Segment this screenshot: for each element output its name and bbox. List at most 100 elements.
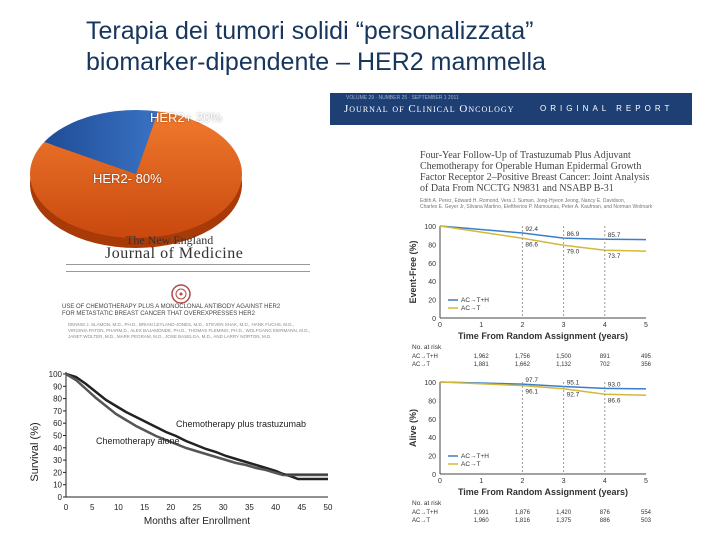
jco-chart1-risk-value: 1,662 bbox=[515, 362, 531, 368]
nejm-survival-chart: Survival (%) 0 10 20 30 40 50 60 70 80 90 100 0 5 10… bbox=[29, 370, 333, 527]
jco-chart2-risk-value: 1,876 bbox=[515, 510, 531, 516]
jco-chart2-series-ac-t bbox=[439, 381, 647, 396]
jco-article-title-line4: of Data From NCCTG N9831 and NSABP B-31 bbox=[420, 183, 614, 194]
nejm-xtick-label: 10 bbox=[114, 503, 123, 512]
jco-chart2-legend-label: AC→T+H bbox=[461, 453, 489, 460]
jco-chart2-annotation-lower: 92.7 bbox=[567, 392, 580, 399]
nejm-xtick-label: 25 bbox=[193, 503, 202, 512]
nejm-ytick-label: 40 bbox=[53, 444, 62, 453]
jco-chart2-annotation-upper: 93.0 bbox=[608, 381, 621, 388]
nejm-article-title-line1: USE OF CHEMOTHERAPY PLUS A MONOCLONAL AN… bbox=[62, 304, 281, 310]
her2-pie-chart bbox=[29, 110, 242, 248]
nejm-xtick-label: 40 bbox=[271, 503, 280, 512]
jco-chart1-risk-value: 1,962 bbox=[474, 354, 490, 360]
jco-journal-name: Journal of Clinical Oncology bbox=[344, 103, 515, 115]
nejm-article-title: USE OF CHEMOTHERAPY PLUS A MONOCLONAL AN… bbox=[62, 304, 312, 318]
jco-chart1-ytick-label: 0 bbox=[432, 316, 436, 323]
jco-chart2-annotation-lower: 86.6 bbox=[608, 397, 621, 404]
nejm-xtick-label: 35 bbox=[245, 503, 254, 512]
jco-chart1-annotation-lower: 86.6 bbox=[525, 241, 538, 248]
jco-chart1-legend-label: AC→T+H bbox=[461, 297, 489, 304]
nejm-xtick-label: 20 bbox=[166, 503, 175, 512]
nejm-ytick-label: 50 bbox=[53, 432, 62, 441]
nejm-xtick-label: 30 bbox=[219, 503, 228, 512]
jco-chart2-xtick-label: 0 bbox=[438, 478, 442, 485]
nejm-xtick-label: 45 bbox=[297, 503, 306, 512]
pie-label-her2-positive: HER2+ 20% bbox=[150, 110, 222, 125]
jco-chart1-xtick-label: 2 bbox=[520, 322, 524, 329]
nejm-seal-icon bbox=[171, 284, 191, 304]
nejm-xtick-label: 50 bbox=[324, 503, 333, 512]
nejm-xtick-label: 5 bbox=[90, 503, 95, 512]
jco-chart1-series-ac-t bbox=[439, 225, 647, 252]
jco-article-title-line1: Four-Year Follow-Up of Trastuzumab Plus … bbox=[420, 150, 631, 161]
jco-chart1-xlabel: Time From Random Assignment (years) bbox=[458, 331, 628, 341]
slide-title-line2: biomarker-dipendente – HER2 mammella bbox=[86, 48, 546, 76]
jco-chart2-risk-value: 1,960 bbox=[474, 518, 490, 524]
nejm-chart-xlabel: Months after Enrollment bbox=[144, 516, 250, 527]
jco-chart2-ytick-label: 20 bbox=[428, 454, 436, 461]
jco-masthead-band bbox=[330, 93, 692, 125]
nejm-ytick-label: 10 bbox=[53, 481, 62, 490]
pie-slice-her2-negative bbox=[29, 111, 242, 239]
pie-slice-her2-positive bbox=[44, 110, 159, 174]
jco-chart1-risk-value: 1,756 bbox=[515, 354, 531, 360]
jco-event-free-chart: Event-Free (%) 0 20 40 60 80 100 0 1 2 3 4 5 Time Fro… bbox=[408, 224, 652, 368]
jco-chart1-risk-value: 356 bbox=[641, 362, 652, 368]
jco-authors-line2: Charles E. Geyer Jr, Silvana Martino, El… bbox=[420, 204, 653, 210]
jco-chart2-annotation-upper: 97.7 bbox=[525, 377, 538, 384]
jco-article-title-line3: Factor Receptor 2–Positive Breast Cancer… bbox=[420, 172, 650, 183]
jco-chart1-ytick-label: 100 bbox=[424, 224, 436, 231]
jco-chart1-risk-value: 495 bbox=[641, 354, 652, 360]
nejm-authors-line1: DENNIS J. SLAMON, M.D., PH.D., BRIAN LEY… bbox=[68, 322, 295, 327]
jco-chart1-annotation-upper: 92.4 bbox=[525, 226, 538, 233]
jco-chart2-risk-value: 1,991 bbox=[474, 510, 490, 516]
pie-label-her2-negative: HER2- 80% bbox=[93, 171, 162, 186]
nejm-article-title-line2: FOR METASTATIC BREAST CANCER THAT OVEREX… bbox=[62, 311, 255, 317]
jco-chart1-annotation-upper: 85.7 bbox=[608, 232, 621, 239]
nejm-name-line2: Journal of Medicine bbox=[105, 245, 244, 262]
jco-chart2-ytick-label: 40 bbox=[428, 435, 436, 442]
jco-chart2-xtick-label: 1 bbox=[479, 478, 483, 485]
jco-chart2-risk-row-label: AC→T+H bbox=[412, 510, 438, 516]
jco-chart1-ytick-label: 80 bbox=[428, 242, 436, 249]
jco-chart1-annotation-lower: 73.7 bbox=[608, 253, 621, 260]
nejm-authors-line3: JANET WOLTER, M.D., MARK PEGRAM, M.D., J… bbox=[68, 334, 272, 339]
nejm-ytick-label: 70 bbox=[53, 407, 62, 416]
jco-chart2-ytick-label: 0 bbox=[432, 472, 436, 479]
jco-chart2-risk-value: 876 bbox=[600, 510, 611, 516]
jco-chart2-risk-value: 1,375 bbox=[556, 518, 572, 524]
jco-chart2-xtick-label: 2 bbox=[520, 478, 524, 485]
jco-chart2-ytick-label: 60 bbox=[428, 417, 436, 424]
slide-title-line1: Terapia dei tumori solidi “personalizzat… bbox=[86, 17, 534, 45]
nejm-authors: DENNIS J. SLAMON, M.D., PH.D., BRIAN LEY… bbox=[68, 322, 310, 340]
jco-authors-line1: Edith A. Perez, Edward H. Romond, Vera J… bbox=[420, 198, 626, 204]
nejm-name-line1: The New England bbox=[126, 233, 214, 247]
jco-chart1-xtick-label: 3 bbox=[562, 322, 566, 329]
jco-chart2-xtick-label: 4 bbox=[603, 478, 607, 485]
jco-chart1-ytick-label: 60 bbox=[428, 261, 436, 268]
jco-chart2-risk-row-label: AC→T bbox=[412, 518, 430, 524]
jco-chart2-annotation-lower: 96.1 bbox=[525, 389, 538, 396]
nejm-ytick-label: 100 bbox=[49, 370, 63, 379]
jco-chart1-risk-value: 702 bbox=[600, 362, 611, 368]
jco-chart2-ytick-label: 100 bbox=[424, 380, 436, 387]
jco-chart1-xtick-label: 5 bbox=[644, 322, 648, 329]
nejm-authors-line2: VIRGINIA PATON, PHARM.D., ALEX BAJAMONDE… bbox=[68, 328, 310, 333]
jco-chart2-xtick-label: 5 bbox=[644, 478, 648, 485]
jco-chart2-risk-value: 503 bbox=[641, 518, 652, 524]
jco-chart1-ylabel: Event-Free (%) bbox=[408, 240, 418, 303]
jco-article-title-line2: Chemotherapy for Operable Human Epiderma… bbox=[420, 161, 642, 172]
jco-chart1-legend-label: AC→T bbox=[461, 305, 481, 312]
nejm-ytick-label: 60 bbox=[53, 419, 62, 428]
nejm-ytick-label: 0 bbox=[58, 493, 63, 502]
nejm-series-trastuzumab bbox=[65, 372, 328, 481]
nejm-rule-2 bbox=[66, 271, 310, 272]
jco-chart1-ytick-label: 20 bbox=[428, 298, 436, 305]
jco-chart1-risk-row-label: AC→T+H bbox=[412, 354, 438, 360]
jco-volume-line: VOLUME 29 · NUMBER 25 · SEPTEMBER 1 2011 bbox=[346, 95, 459, 101]
jco-chart1-risk-value: 1,132 bbox=[556, 362, 572, 368]
jco-chart1-annotation-upper: 86.9 bbox=[567, 231, 580, 238]
jco-chart2-ytick-label: 80 bbox=[428, 398, 436, 405]
jco-chart1-annotation-lower: 79.0 bbox=[567, 248, 580, 255]
